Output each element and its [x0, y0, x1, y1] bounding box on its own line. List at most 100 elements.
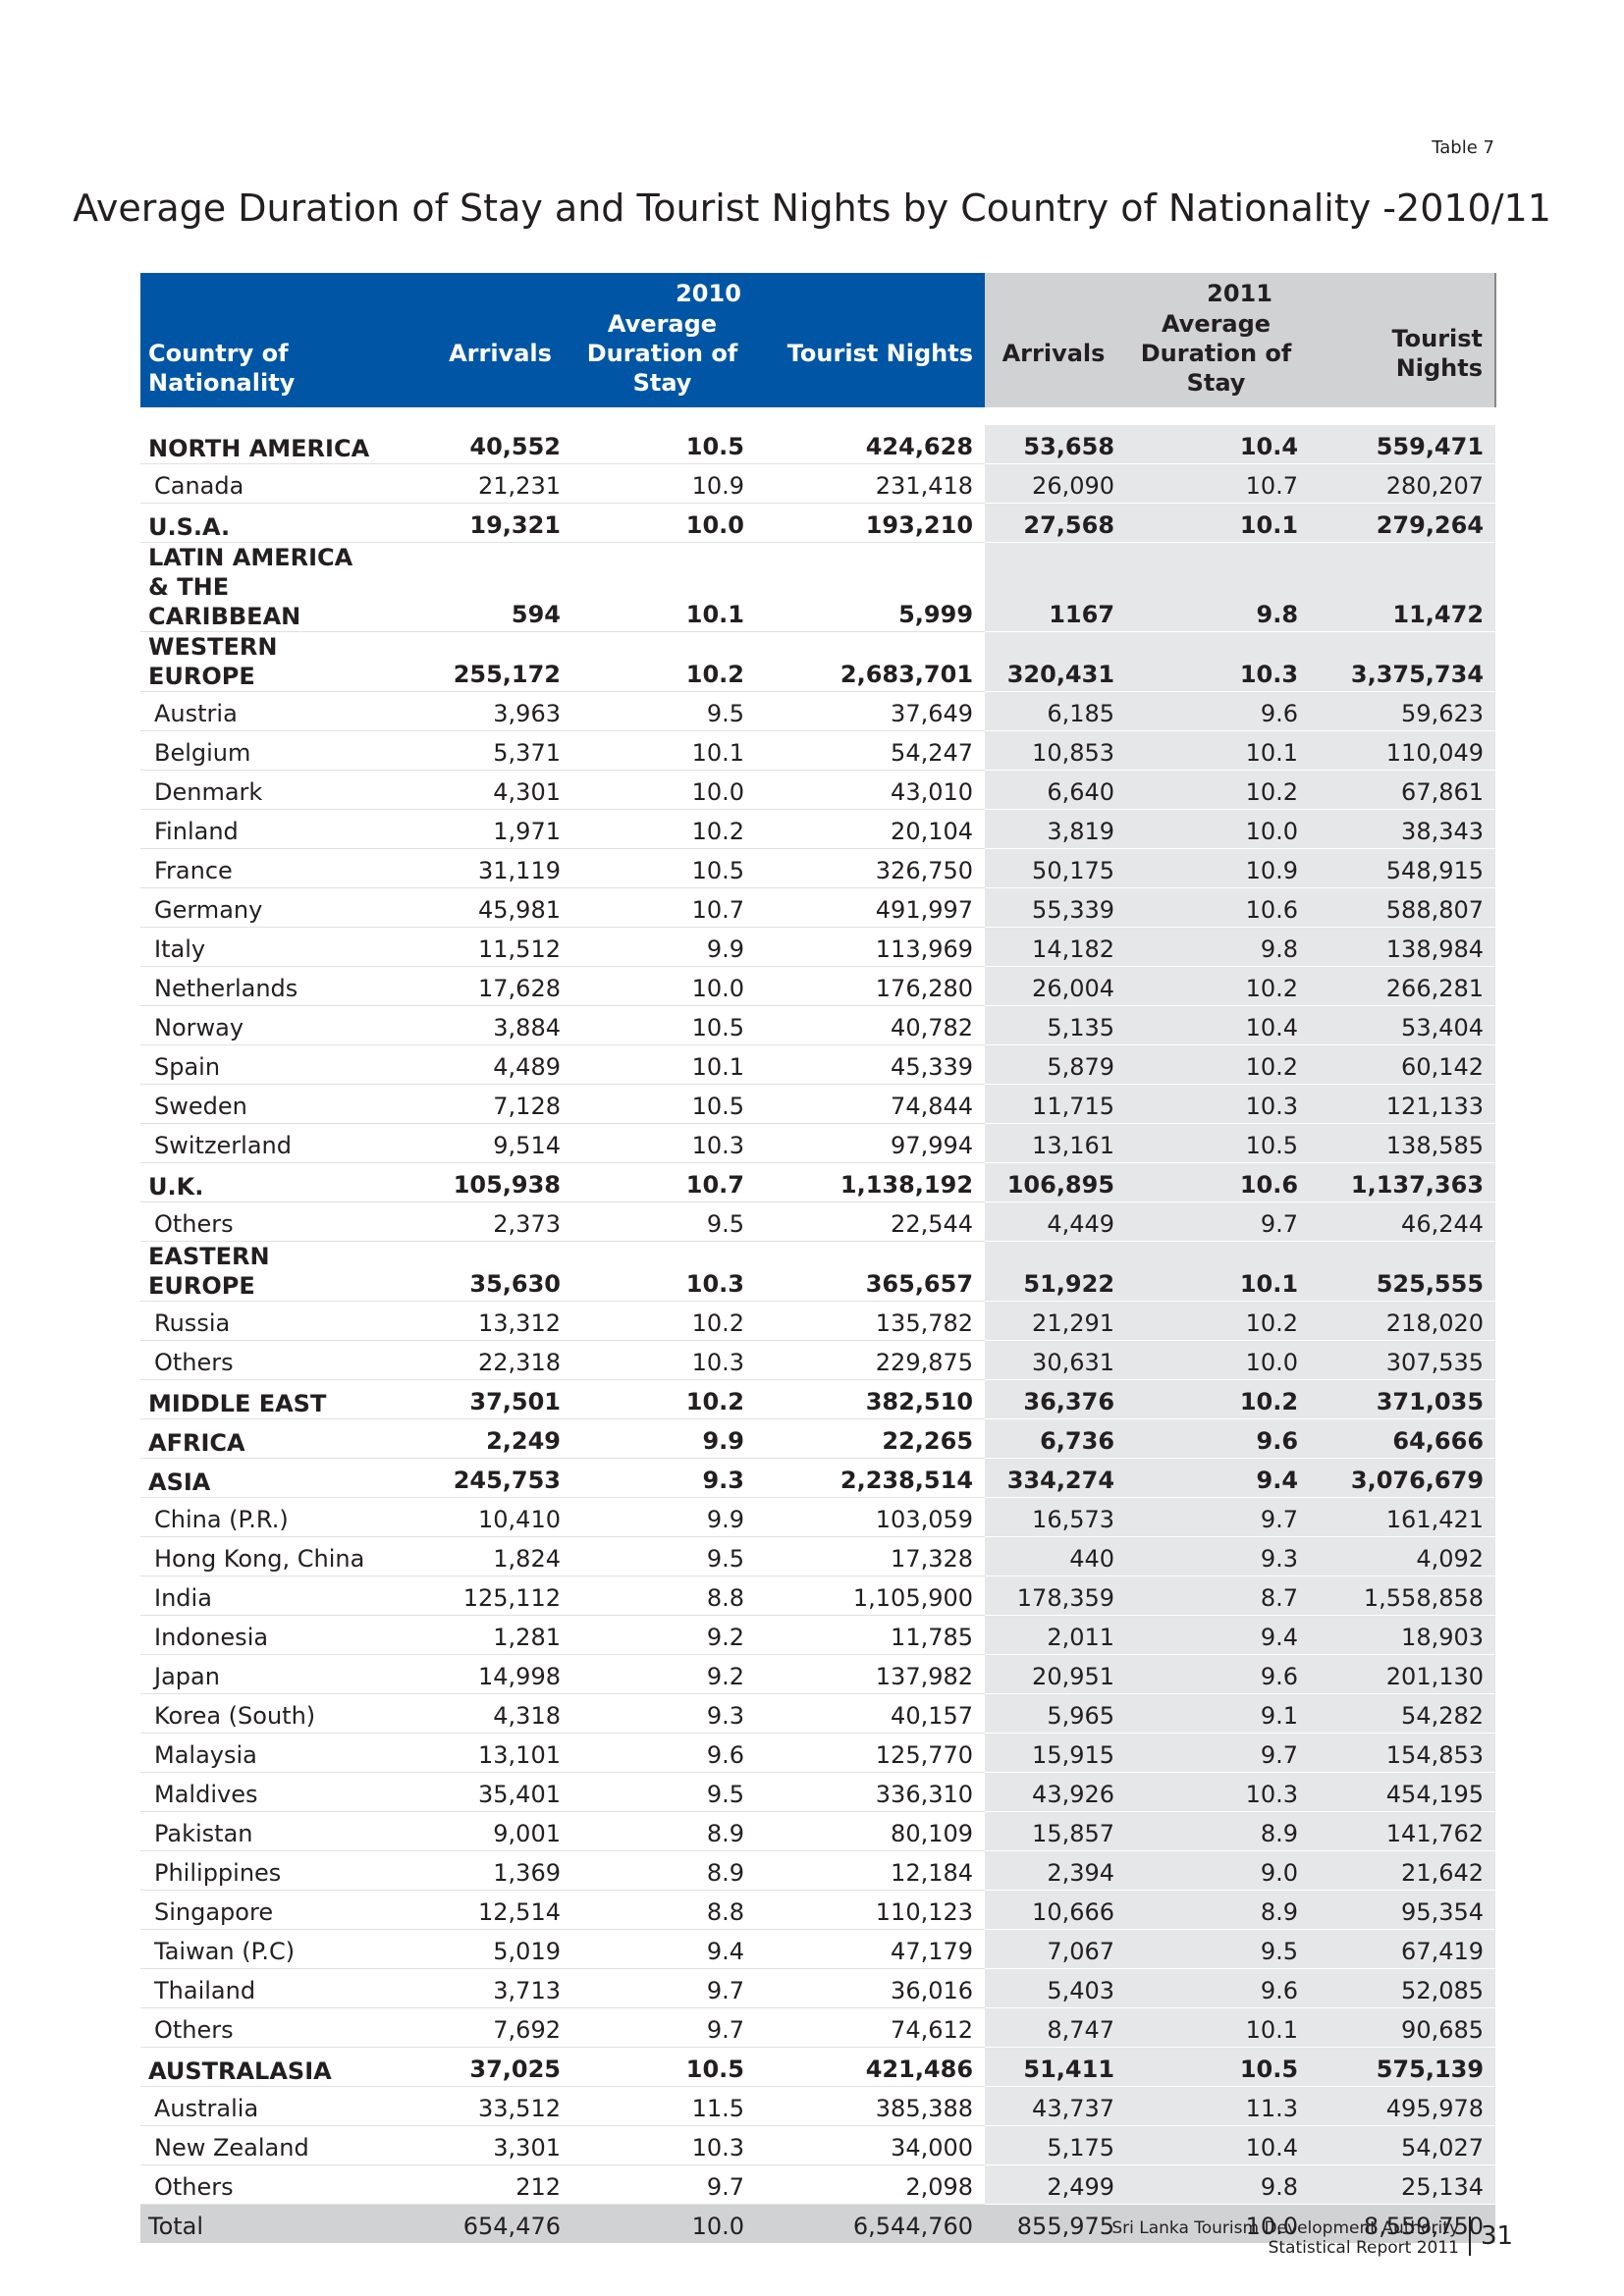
- cell: 9.6: [1126, 1968, 1311, 2008]
- cell: 421,486: [756, 2047, 986, 2087]
- cell: 2,394: [985, 1850, 1127, 1891]
- cell: 10.2: [1126, 770, 1311, 810]
- row-label: Sweden: [140, 1084, 432, 1124]
- cell: 280,207: [1310, 463, 1496, 504]
- row-label: France: [140, 848, 432, 888]
- table-row: EASTERN EUROPE 35,630 10.3 365,657 51,922 10.…: [140, 1241, 1496, 1302]
- cell: 10.2: [572, 1379, 756, 1419]
- cell: 1,281: [432, 1615, 572, 1655]
- cell: 67,861: [1310, 770, 1496, 810]
- cell: 6,544,760: [756, 2204, 986, 2243]
- cell: 10.1: [1126, 503, 1311, 543]
- cell: 9.4: [572, 1929, 756, 1969]
- cell: 59,623: [1310, 691, 1496, 731]
- cell: 9.7: [572, 2164, 756, 2205]
- cell: 20,951: [985, 1654, 1127, 1694]
- cell: 326,750: [756, 848, 986, 888]
- cell: 26,004: [985, 966, 1127, 1006]
- cell: 74,844: [756, 1084, 986, 1124]
- cell: 10.0: [572, 503, 756, 543]
- cell: 11,472: [1310, 542, 1496, 632]
- cell: 22,265: [756, 1418, 986, 1459]
- cell: 40,157: [756, 1693, 986, 1734]
- cell: 10.3: [572, 2125, 756, 2165]
- cell: 54,027: [1310, 2125, 1496, 2165]
- row-label: Philippines: [140, 1850, 432, 1891]
- cell: 53,658: [985, 425, 1127, 464]
- cell: 491,997: [756, 887, 986, 928]
- cell: 37,501: [432, 1379, 572, 1419]
- cell: 3,963: [432, 691, 572, 731]
- cell: 10.3: [1126, 631, 1311, 692]
- cell: 10.2: [1126, 1379, 1311, 1419]
- column-header: Tourist Nights: [1310, 309, 1497, 407]
- cell: 1,105,900: [756, 1575, 986, 1616]
- row-label: Others: [140, 1201, 432, 1242]
- row-label: India: [140, 1575, 432, 1616]
- cell: 654,476: [432, 2204, 572, 2243]
- cell: 229,875: [756, 1340, 986, 1380]
- table-row: Sweden 7,128 10.5 74,844 11,715 10.3 121,133: [140, 1084, 1496, 1124]
- cell: 336,310: [756, 1772, 986, 1812]
- cell: 371,035: [1310, 1379, 1496, 1419]
- cell: 80,109: [756, 1811, 986, 1851]
- title: Average Duration of Stay and Tourist Nig…: [73, 187, 1551, 230]
- cell: 50,175: [985, 848, 1127, 888]
- cell: 8.9: [1126, 1890, 1311, 1930]
- cell: 9.7: [1126, 1201, 1311, 1242]
- table-row: Others 22,318 10.3 229,875 30,631 10.0 307,535: [140, 1340, 1496, 1380]
- cell: 6,736: [985, 1418, 1127, 1459]
- cell: 26,090: [985, 463, 1127, 504]
- cell: 12,514: [432, 1890, 572, 1930]
- cell: 106,895: [985, 1162, 1127, 1202]
- row-label: Italy: [140, 927, 432, 967]
- cell: 135,782: [756, 1301, 986, 1341]
- cell: 10.6: [1126, 887, 1311, 928]
- cell: 10.9: [1126, 848, 1311, 888]
- row-label: Taiwan (P.C): [140, 1929, 432, 1969]
- row-label: Pakistan: [140, 1811, 432, 1851]
- cell: 54,247: [756, 730, 986, 771]
- cell: 588,807: [1310, 887, 1496, 928]
- table-row: Denmark 4,301 10.0 43,010 6,640 10.2 67,861: [140, 770, 1496, 810]
- cell: 12,184: [756, 1850, 986, 1891]
- cell: 138,984: [1310, 927, 1496, 967]
- cell: 6,640: [985, 770, 1127, 810]
- cell: 10.7: [1126, 463, 1311, 504]
- cell: 245,753: [432, 1458, 572, 1498]
- row-label: Maldives: [140, 1772, 432, 1812]
- cell: 25,134: [1310, 2164, 1496, 2205]
- row-label: Norway: [140, 1005, 432, 1045]
- cell: 53,404: [1310, 1005, 1496, 1045]
- cell: 21,231: [432, 463, 572, 504]
- cell: 10.5: [572, 1005, 756, 1045]
- cell: 10.2: [572, 631, 756, 692]
- cell: 13,161: [985, 1123, 1127, 1163]
- column-header: Average Duration of Stay: [572, 309, 756, 407]
- row-label: Austria: [140, 691, 432, 731]
- table-row: Belgium 5,371 10.1 54,247 10,853 10.1 110,049: [140, 730, 1496, 771]
- row-label: Singapore: [140, 1890, 432, 1930]
- cell: 37,025: [432, 2047, 572, 2087]
- table-row: WESTERN EUROPE 255,172 10.2 2,683,701 320,43…: [140, 631, 1496, 692]
- row-label: Denmark: [140, 770, 432, 810]
- cell: 9.0: [1126, 1850, 1311, 1891]
- cell: 10.1: [572, 542, 756, 632]
- cell: 21,291: [985, 1301, 1127, 1341]
- row-label: Others: [140, 2164, 432, 2205]
- cell: 137,982: [756, 1654, 986, 1694]
- cell: 154,853: [1310, 1733, 1496, 1773]
- cell: 2,683,701: [756, 631, 986, 692]
- cell: 334,274: [985, 1458, 1127, 1498]
- cell: 7,067: [985, 1929, 1127, 1969]
- cell: 212: [432, 2164, 572, 2205]
- cell: 10.2: [572, 809, 756, 849]
- cell: 10.9: [572, 463, 756, 504]
- cell: 121,133: [1310, 1084, 1496, 1124]
- cell: 1167: [985, 542, 1127, 632]
- cell: 9.5: [1126, 1929, 1311, 1969]
- table-row: Others 7,692 9.7 74,612 8,747 10.1 90,685: [140, 2007, 1496, 2048]
- cell: 525,555: [1310, 1241, 1496, 1302]
- cell: 8.8: [572, 1575, 756, 1616]
